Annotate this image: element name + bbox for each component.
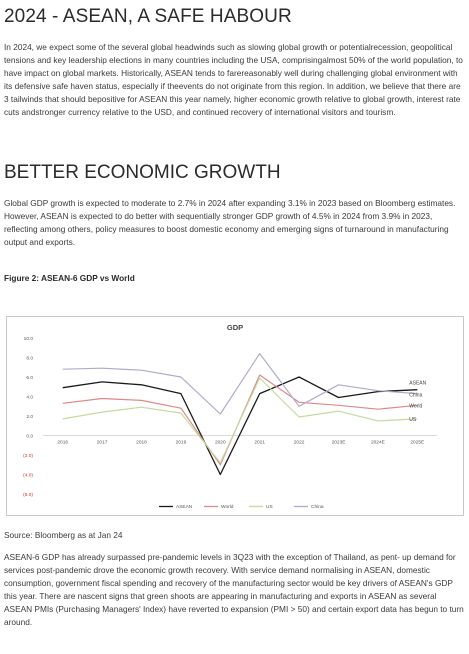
closing-paragraph: ASEAN-6 GDP has already surpassed pre-pa… xyxy=(4,552,464,628)
x-tick-label: 2025E xyxy=(410,440,424,446)
y-tick-label: (2.0) xyxy=(23,453,33,459)
x-tick-label: 2019 xyxy=(176,440,187,446)
y-tick-label: (4.0) xyxy=(23,473,33,479)
chart-title: GDP xyxy=(227,323,243,332)
series-end-label: World xyxy=(409,403,422,409)
page-heading: 2024 - ASEAN, A SAFE HABOUR xyxy=(4,6,292,27)
y-tick-label: 4.0 xyxy=(26,395,33,401)
gdp-chart: GDP 10.0 8.0 6.0 4.0 2.0 0.0 (2.0) (4.0) (6.0) 201… xyxy=(6,316,464,516)
x-tick-label: 2018 xyxy=(136,440,147,446)
x-tick-label: 2017 xyxy=(97,440,108,446)
legend-label: US xyxy=(266,504,273,510)
series-end-label: ASEAN xyxy=(409,381,426,387)
figure-caption: Figure 2: ASEAN-6 GDP vs World xyxy=(4,273,135,283)
section-heading: BETTER ECONOMIC GROWTH xyxy=(4,162,281,183)
source-note: Source: Bloomberg as at Jan 24 xyxy=(4,530,123,540)
legend-label: ASEAN xyxy=(176,504,193,510)
intro-paragraph: In 2024, we expect some of the several g… xyxy=(4,42,463,118)
y-tick-label: 0.0 xyxy=(26,434,33,440)
legend-label: World xyxy=(221,504,234,510)
y-tick-label: 6.0 xyxy=(26,375,33,381)
y-tick-label: 2.0 xyxy=(26,414,33,420)
x-tick-label: 2024E xyxy=(371,440,385,446)
x-tick-label: 2023E xyxy=(332,440,346,446)
series-line-asean xyxy=(62,376,418,476)
series-end-label: US xyxy=(409,417,417,423)
series-line-china xyxy=(62,352,418,415)
x-tick-label: 2021 xyxy=(254,440,265,446)
growth-paragraph: Global GDP growth is expected to moderat… xyxy=(4,198,456,248)
gdp-chart-svg: GDP 10.0 8.0 6.0 4.0 2.0 0.0 (2.0) (4.0) (6.0) 201… xyxy=(23,323,437,510)
x-tick-label: 2016 xyxy=(57,440,68,446)
x-tick-label: 2022 xyxy=(294,440,305,446)
y-tick-label: (6.0) xyxy=(23,492,33,498)
y-tick-label: 10.0 xyxy=(24,336,34,342)
series-line-us xyxy=(62,377,418,464)
y-tick-label: 8.0 xyxy=(26,356,33,362)
legend-label: China xyxy=(311,504,324,510)
x-tick-label: 2020 xyxy=(215,440,226,446)
series-end-label: China xyxy=(409,393,422,399)
